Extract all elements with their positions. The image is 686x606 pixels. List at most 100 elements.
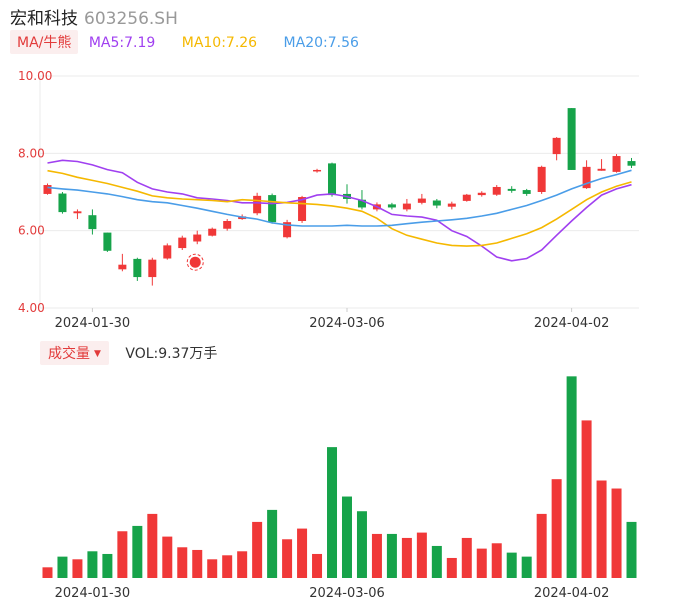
- price-y-tick-label: 6.00: [18, 224, 45, 238]
- volume-bar: [626, 521, 637, 578]
- price-chart: 10.008.006.004.00 2024-01-30 2024-03-06 20…: [18, 69, 639, 331]
- candle-body: [492, 186, 501, 195]
- candle-body: [313, 169, 322, 172]
- volume-bar: [177, 547, 188, 578]
- candle-body: [178, 237, 187, 249]
- volume-bar: [446, 557, 457, 578]
- candle-body: [387, 204, 396, 208]
- volume-bar: [297, 528, 308, 578]
- volume-legend: 成交量 ▼ VOL:9.37万手: [40, 341, 217, 365]
- price-y-tick-label: 4.00: [18, 301, 45, 315]
- volume-indicator-label: 成交量: [48, 346, 90, 362]
- volume-bar: [551, 479, 562, 578]
- ma-lines: [47, 159, 632, 262]
- ma10-line: [47, 169, 632, 247]
- candle-body: [208, 228, 217, 236]
- candle-body: [567, 108, 576, 170]
- price-y-tick-label: 8.00: [18, 146, 45, 160]
- volume-bar: [72, 559, 83, 578]
- candle-body: [462, 194, 471, 201]
- candle-body: [582, 166, 591, 189]
- price-y-axis: 10.00 8.00 6.00 4.00: [18, 69, 52, 315]
- volume-bar: [252, 521, 263, 578]
- ma20-line: [47, 169, 632, 227]
- candle-body: [58, 193, 67, 213]
- candle-body: [88, 215, 97, 230]
- volume-x-tick-label: 2024-01-30: [55, 586, 131, 601]
- candle-body: [43, 185, 52, 194]
- candlestick-series: [43, 108, 636, 286]
- candle-body: [133, 258, 142, 278]
- volume-bar: [581, 420, 592, 578]
- candle-body: [627, 161, 636, 166]
- volume-bar: [207, 559, 218, 578]
- price-grid: [39, 75, 639, 309]
- volume-bar: [476, 548, 487, 578]
- stock-name: 宏和科技: [10, 9, 78, 29]
- volume-bar: [57, 556, 68, 578]
- candle-body: [507, 188, 516, 191]
- ma5-legend: MA5:7.19: [88, 35, 156, 51]
- volume-bar: [192, 549, 203, 578]
- bull-marker-ring: [186, 253, 204, 271]
- candle-body: [163, 245, 172, 259]
- candle-body: [298, 197, 307, 221]
- candle-body: [447, 203, 456, 207]
- volume-bar: [431, 545, 442, 578]
- candle-body: [552, 137, 561, 155]
- stock-title: 宏和科技 603256.SH: [10, 4, 178, 29]
- volume-bar: [327, 447, 338, 578]
- volume-x-axis: 2024-01-30 2024-03-06 2024-04-02: [55, 586, 610, 601]
- volume-bar: [416, 532, 427, 578]
- volume-bar: [267, 509, 278, 578]
- candle-body: [522, 190, 531, 194]
- candle-body: [417, 198, 426, 203]
- candle-body: [73, 211, 82, 214]
- ma10-legend: MA10:7.26: [181, 35, 258, 51]
- price-x-axis: 2024-01-30 2024-03-06 2024-04-02: [55, 308, 609, 331]
- candle-body: [432, 200, 441, 206]
- volume-bar: [162, 536, 173, 578]
- ma20-legend: MA20:7.56: [283, 35, 359, 51]
- bull-icon[interactable]: [189, 256, 201, 268]
- volume-bar: [461, 537, 472, 578]
- candle-body: [597, 168, 606, 171]
- volume-bar: [611, 488, 622, 578]
- volume-bar: [566, 376, 577, 578]
- price-x-tick-label: 2024-03-06: [309, 316, 385, 331]
- ma5-line: [47, 159, 632, 262]
- volume-bar: [312, 553, 323, 578]
- volume-bar: [401, 537, 412, 578]
- volume-bar: [491, 543, 502, 578]
- volume-indicator-selector[interactable]: 成交量 ▼: [40, 341, 109, 365]
- candle-body: [223, 221, 232, 229]
- volume-bar: [42, 567, 53, 578]
- volume-bars: [42, 376, 637, 578]
- candle-body: [103, 232, 112, 251]
- volume-bar: [341, 496, 352, 578]
- candle-body: [268, 195, 277, 223]
- volume-bar: [132, 525, 143, 578]
- ma-indicator-selector[interactable]: MA/牛熊: [10, 30, 79, 54]
- volume-bar: [506, 552, 517, 578]
- volume-bar: [237, 551, 248, 578]
- candle-body: [118, 264, 127, 270]
- volume-bar: [117, 531, 128, 578]
- volume-value: VOL:9.37万手: [125, 346, 218, 362]
- price-y-tick-label: 10.00: [18, 69, 52, 83]
- volume-bar: [356, 511, 367, 578]
- volume-bar: [371, 533, 382, 578]
- volume-bar: [222, 555, 233, 578]
- bull-marker: [186, 253, 204, 271]
- volume-bar: [282, 539, 293, 578]
- volume-bar: [87, 551, 98, 578]
- price-x-tick-label: 2024-01-30: [55, 316, 131, 331]
- candle-body: [477, 192, 486, 196]
- volume-x-tick-label: 2024-03-06: [309, 586, 385, 601]
- caret-down-icon: ▼: [94, 349, 101, 359]
- candle-body: [402, 203, 411, 210]
- stock-code: 603256.SH: [84, 9, 178, 29]
- candle-body: [537, 166, 546, 192]
- candle-body: [612, 156, 621, 172]
- volume-bar: [521, 556, 532, 578]
